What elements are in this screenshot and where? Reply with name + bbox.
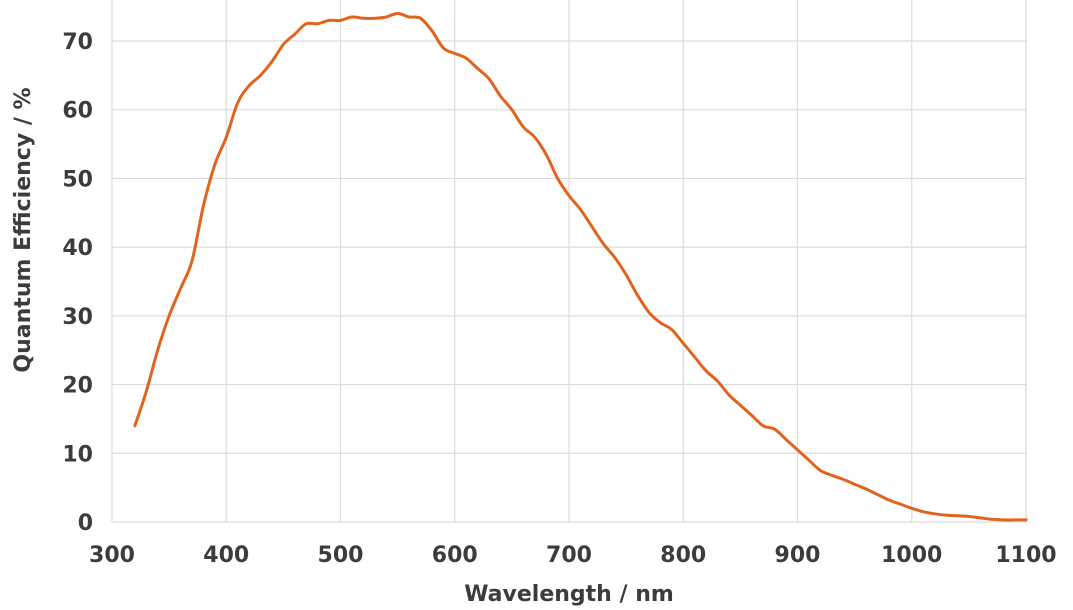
x-tick-label: 900 <box>775 543 821 568</box>
x-tick-label: 800 <box>660 543 706 568</box>
y-tick-label: 10 <box>62 442 93 467</box>
series-layer <box>133 12 1028 522</box>
x-tick-label: 700 <box>546 543 592 568</box>
qe-curve-line <box>133 12 1028 522</box>
y-tick-label: 20 <box>62 374 93 399</box>
x-tick-label: 600 <box>432 543 478 568</box>
grid <box>111 0 1027 523</box>
y-tick-label: 60 <box>62 99 93 124</box>
y-tick-label: 40 <box>62 236 93 261</box>
y-tick-label: 0 <box>78 511 93 536</box>
x-tick-label: 300 <box>89 543 135 568</box>
y-tick-label: 70 <box>62 30 93 55</box>
x-tick-label: 1100 <box>995 543 1056 568</box>
x-axis-title: Wavelength / nm <box>464 582 674 607</box>
tick-labels: 0 10 20 30 40 50 60 70 300 400 500 600 700 800 900 1000… <box>62 30 1056 568</box>
y-tick-label: 50 <box>62 167 93 192</box>
x-tick-label: 1000 <box>881 543 942 568</box>
x-tick-label: 400 <box>203 543 249 568</box>
x-tick-label: 500 <box>318 543 364 568</box>
y-axis-title: Quantum Efficiency / % <box>11 87 36 372</box>
y-tick-label: 30 <box>62 305 93 330</box>
